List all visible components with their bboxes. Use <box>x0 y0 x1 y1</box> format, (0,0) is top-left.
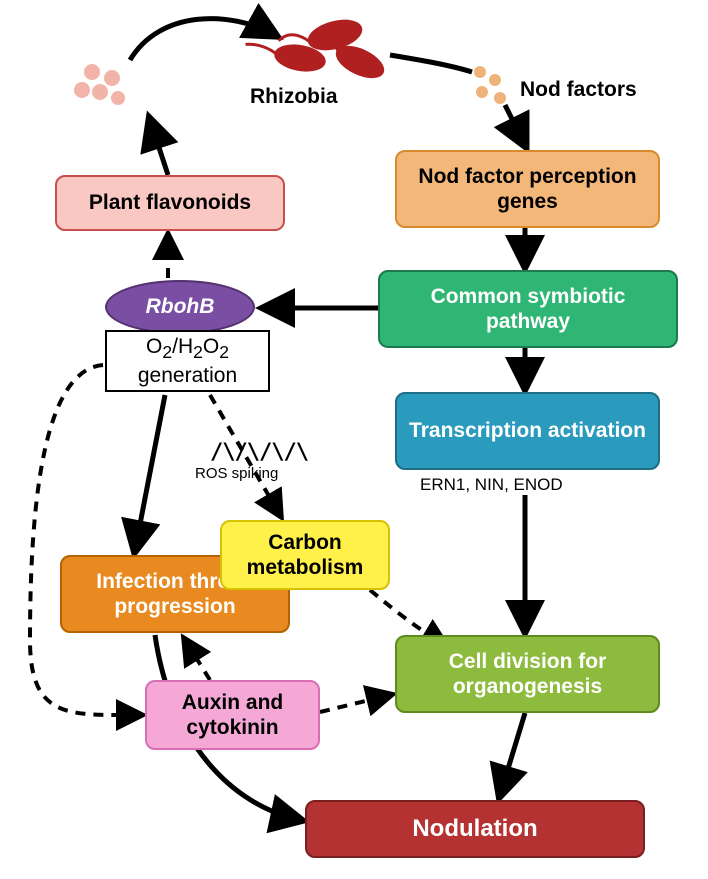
flavonoid-dot-3 <box>74 82 90 98</box>
label-ros-spiking: ROS spiking <box>195 465 278 482</box>
node-text: Nodulation <box>412 815 537 844</box>
node-text: RbohB <box>146 294 215 319</box>
node-transcription: Transcription activation <box>395 392 660 470</box>
arrow-flav-to-rhiz <box>130 19 275 60</box>
flavonoid-dot-0 <box>84 64 100 80</box>
label-ern: ERN1, NIN, ENOD <box>420 475 563 495</box>
node-text: Carbon metabolism <box>232 530 378 580</box>
node-text: Transcription activation <box>409 418 646 443</box>
arrow-nodfac-down <box>505 105 525 145</box>
arrow-cell-to-nod <box>500 713 525 795</box>
nodfactor-dot-3 <box>494 92 506 104</box>
node-nod-factor-genes: Nod factor perception genes <box>395 150 660 228</box>
arrow-flav-up <box>150 120 168 175</box>
flavonoid-dot-2 <box>92 84 108 100</box>
node-common-pathway: Common symbiotic pathway <box>378 270 678 348</box>
arrow-auxin-to-inf <box>185 640 210 680</box>
rhizobium-0 <box>277 14 365 63</box>
node-text: Nod factor perception genes <box>407 164 648 214</box>
nodfactor-dot-1 <box>489 74 501 86</box>
rhizobium-2 <box>307 28 389 85</box>
node-text: Plant flavonoids <box>89 190 251 215</box>
node-text: O2/H2O2generation <box>138 334 237 388</box>
flavonoid-dot-4 <box>111 91 125 105</box>
rhizobium-1 <box>243 35 328 75</box>
label-nod-factors: Nod factors <box>520 78 637 102</box>
node-text: Auxin and cytokinin <box>157 690 308 740</box>
node-cell-division: Cell division for organogenesis <box>395 635 660 713</box>
node-auxin-cytokinin: Auxin and cytokinin <box>145 680 320 750</box>
node-nodulation: Nodulation <box>305 800 645 858</box>
arrow-o2-to-inf <box>135 395 165 550</box>
node-o2-h2o2: O2/H2O2generation <box>105 330 270 392</box>
nodfactor-dot-0 <box>474 66 486 78</box>
ros-wave: /\/\/\/\ <box>210 440 308 465</box>
arrow-rhiz-to-nod <box>390 55 472 72</box>
node-plant-flavonoids: Plant flavonoids <box>55 175 285 231</box>
node-text: Cell division for organogenesis <box>407 649 648 699</box>
nodfactor-dot-2 <box>476 86 488 98</box>
label-rhizobia: Rhizobia <box>250 85 338 109</box>
flavonoid-dot-1 <box>104 70 120 86</box>
arrow-o2-left-loop <box>30 365 140 715</box>
node-carbon-metabolism: Carbon metabolism <box>220 520 390 590</box>
diagram-stage: Rhizobia Nod factors ERN1, NIN, ENOD /\/… <box>0 0 708 879</box>
arrow-auxin-to-cell <box>320 695 390 712</box>
node-text: Common symbiotic pathway <box>390 284 666 334</box>
node-rbohb: RbohB <box>105 280 255 334</box>
